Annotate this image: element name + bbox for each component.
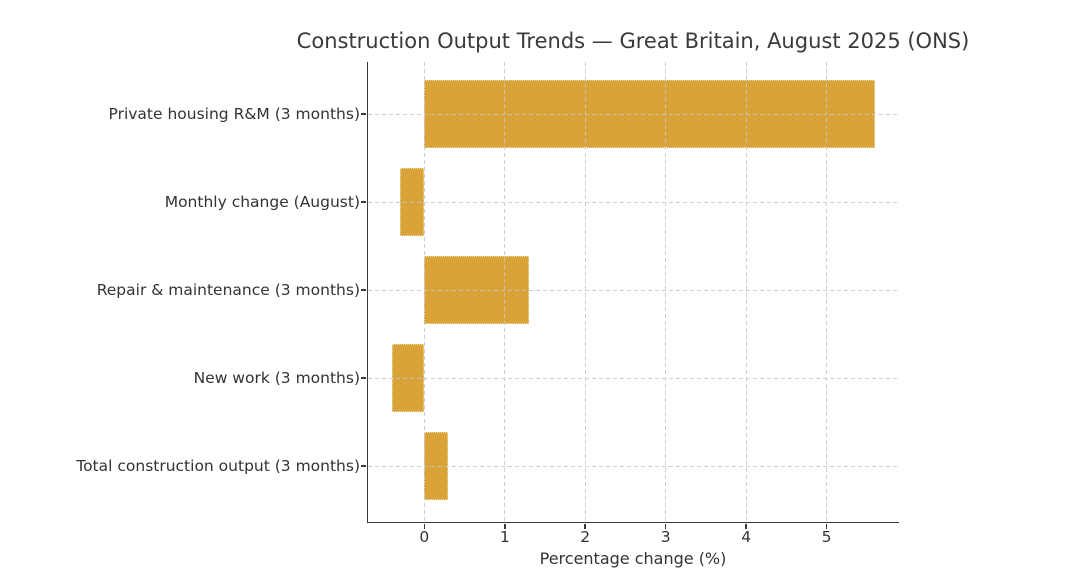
h-gridline xyxy=(368,289,899,291)
h-gridline xyxy=(368,465,899,467)
h-gridline xyxy=(368,201,899,203)
y-tick-mark xyxy=(361,201,366,203)
v-gridline xyxy=(423,62,425,522)
v-gridline xyxy=(745,62,747,522)
x-tick-mark xyxy=(664,524,667,529)
x-tick-mark xyxy=(584,524,586,529)
x-axis-label: Percentage change (%) xyxy=(539,549,727,568)
plot-area xyxy=(361,62,899,529)
category-label: Private housing R&M (3 months) xyxy=(108,105,361,123)
category-label: Monthly change (August) xyxy=(164,193,360,211)
y-tick-mark xyxy=(361,113,366,115)
y-tick-mark xyxy=(361,377,366,379)
x-tick-mark xyxy=(745,524,747,529)
category-label: Total construction output (3 months) xyxy=(76,457,360,475)
chart-title: Construction Output Trends — Great Brita… xyxy=(296,29,970,53)
x-tick-label: 1 xyxy=(499,528,510,546)
x-tick-label: 4 xyxy=(741,528,752,546)
h-gridline xyxy=(368,113,899,115)
x-tick-mark xyxy=(423,524,426,529)
category-label: New work (3 months) xyxy=(193,369,360,387)
x-tick-label: 3 xyxy=(660,528,671,546)
y-tick-mark xyxy=(361,465,366,467)
x-tick-mark xyxy=(825,524,828,529)
v-gridline xyxy=(504,62,506,522)
x-tick-label: 0 xyxy=(419,528,430,546)
h-gridline xyxy=(368,377,899,379)
y-tick-mark xyxy=(361,289,366,291)
x-tick-label: 2 xyxy=(580,528,591,546)
category-label: Repair & maintenance (3 months) xyxy=(96,281,360,299)
v-gridline xyxy=(665,62,667,522)
v-gridline xyxy=(826,62,828,522)
x-tick-mark xyxy=(504,524,506,529)
v-gridline xyxy=(584,62,586,522)
x-tick-label: 5 xyxy=(821,528,832,546)
